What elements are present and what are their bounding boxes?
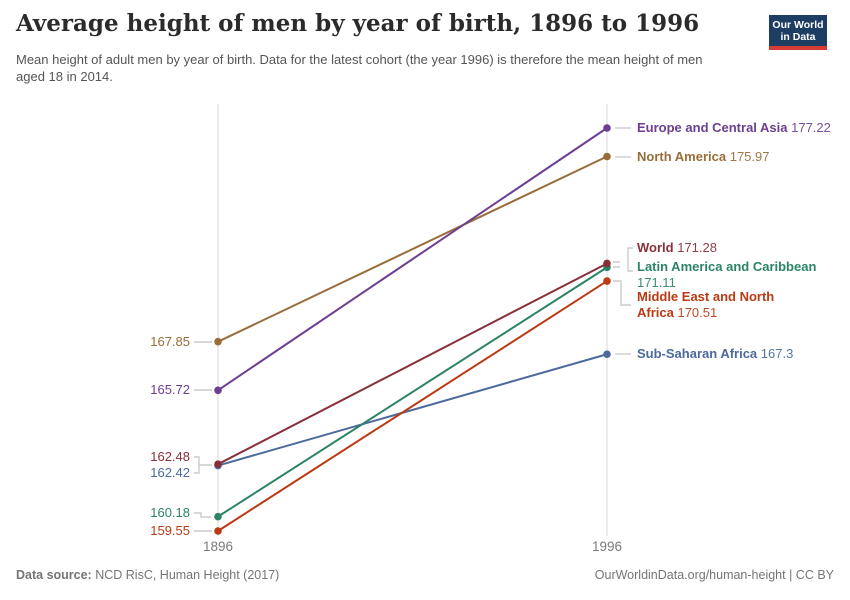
label-connector — [194, 512, 211, 518]
series-label-sub-saharan-africa[interactable]: Sub-Saharan Africa 167.3 — [637, 346, 793, 362]
series-label-north-america[interactable]: North America 175.97 — [637, 149, 769, 165]
logo-line-2: in Data — [780, 30, 816, 43]
start-value-label-sub-saharan-africa: 162.42 — [150, 465, 190, 480]
series-end-value: 177.22 — [787, 120, 831, 135]
start-value-label-latin-america-and-caribbean: 160.18 — [150, 505, 190, 520]
series-point-start-north-america[interactable] — [214, 337, 222, 346]
owid-logo[interactable]: Our World in Data — [769, 15, 827, 50]
x-tick-label-1996: 1996 — [591, 539, 623, 554]
logo-line-1: Our World — [772, 18, 824, 31]
data-source-label: Data source: — [16, 568, 92, 582]
series-line-sub-saharan-africa[interactable] — [217, 353, 608, 467]
series-point-start-europe-and-central-asia[interactable] — [214, 386, 222, 395]
start-value-label-europe-and-central-asia: 165.72 — [150, 382, 190, 397]
series-point-end-world[interactable] — [603, 259, 611, 268]
series-point-end-europe-and-central-asia[interactable] — [603, 124, 611, 132]
data-source-text: NCD RisC, Human Height (2017) — [91, 568, 280, 582]
chart-subtitle: Mean height of adult men by year of birt… — [16, 52, 703, 84]
x-tick-label-1896: 1896 — [202, 539, 234, 554]
start-value-label-north-america: 167.85 — [150, 334, 190, 349]
series-label-europe-and-central-asia[interactable]: Europe and Central Asia 177.22 — [637, 120, 831, 136]
series-point-start-latin-america-and-caribbean[interactable] — [214, 512, 222, 521]
label-connector — [194, 456, 212, 466]
series-point-end-middle-east-and-north-africa[interactable] — [603, 277, 611, 285]
label-connector — [613, 280, 631, 306]
series-label-world[interactable]: World 171.28 — [637, 240, 717, 256]
series-point-end-north-america[interactable] — [603, 152, 611, 161]
license-credit[interactable]: OurWorldinData.org/human-height | CC BY — [594, 568, 834, 582]
series-end-value: 167.3 — [757, 346, 794, 361]
series-line-europe-and-central-asia[interactable] — [217, 127, 608, 392]
series-name: North America — [637, 149, 727, 164]
series-line-middle-east-and-north-africa[interactable] — [217, 280, 608, 532]
series-label-middle-east-and-north-africa[interactable]: Middle East and North Africa 170.51 — [637, 289, 792, 321]
start-value-label-middle-east-and-north-africa: 159.55 — [150, 523, 190, 538]
series-end-value: 171.28 — [673, 240, 717, 255]
series-line-world[interactable] — [217, 262, 608, 466]
series-name: Sub-Saharan Africa — [637, 346, 758, 361]
series-name: Middle East and North Africa — [637, 289, 775, 320]
series-line-latin-america-and-caribbean[interactable] — [217, 266, 608, 518]
series-line-north-america[interactable] — [217, 155, 608, 343]
series-name: World — [637, 240, 674, 255]
label-connector — [613, 247, 633, 272]
data-source-note: Data source: NCD RisC, Human Height (201… — [16, 568, 279, 582]
series-end-value: 171.11 — [637, 275, 676, 290]
series-name: Latin America and Caribbean — [637, 259, 817, 274]
series-end-value: 175.97 — [726, 149, 770, 164]
chart-title: Average height of men by year of birth, … — [16, 10, 700, 37]
series-name: Europe and Central Asia — [637, 120, 788, 135]
series-point-start-world[interactable] — [214, 460, 222, 468]
label-connector — [194, 465, 200, 474]
series-label-latin-america-and-caribbean[interactable]: Latin America and Caribbean 171.11 — [637, 259, 827, 291]
series-point-start-middle-east-and-north-africa[interactable] — [214, 527, 222, 535]
series-end-value: 170.51 — [673, 305, 718, 320]
start-value-label-world: 162.48 — [150, 449, 190, 464]
series-point-end-sub-saharan-africa[interactable] — [603, 350, 611, 359]
